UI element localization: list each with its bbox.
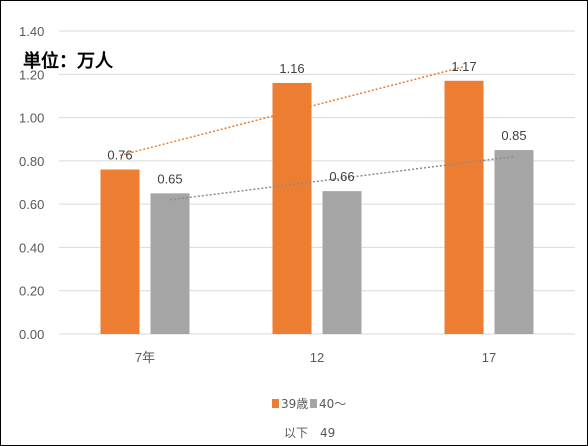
legend-label-40: 40～	[319, 397, 346, 411]
legend-swatch-40	[310, 399, 317, 408]
y-tick-label: 0.40	[19, 240, 44, 255]
x-tick-label: 7年	[135, 350, 155, 365]
x-axis-ticks: 7年 12 17	[135, 350, 496, 365]
data-label: 1.16	[279, 61, 304, 76]
y-tick-label: 0.20	[19, 284, 44, 299]
y-tick-label: 0.60	[19, 197, 44, 212]
legend: 39歳 40～ 以下 49	[272, 397, 346, 440]
bar	[101, 170, 140, 334]
bar	[273, 83, 312, 334]
bar	[495, 150, 534, 334]
bar	[151, 193, 190, 334]
unit-label: 単位：万人	[23, 50, 114, 72]
bars	[101, 81, 534, 334]
y-tick-label: 1.00	[19, 111, 44, 126]
data-label: 0.65	[157, 171, 182, 186]
x-tick-label: 12	[310, 350, 324, 365]
x-tick-label: 17	[482, 350, 496, 365]
data-label: 1.17	[451, 59, 476, 74]
legend-label-39: 39歳	[281, 397, 308, 411]
y-tick-label: 1.40	[19, 24, 44, 39]
y-tick-label: 0.80	[19, 154, 44, 169]
data-label: 0.76	[107, 148, 132, 163]
y-tick-label: 0.00	[19, 327, 44, 342]
legend-extra-text: 以下 49	[284, 426, 335, 440]
legend-swatch-39	[272, 399, 279, 408]
bar	[323, 191, 362, 334]
bar	[445, 81, 484, 334]
data-label: 0.85	[501, 128, 526, 143]
data-label: 0.66	[329, 169, 354, 184]
